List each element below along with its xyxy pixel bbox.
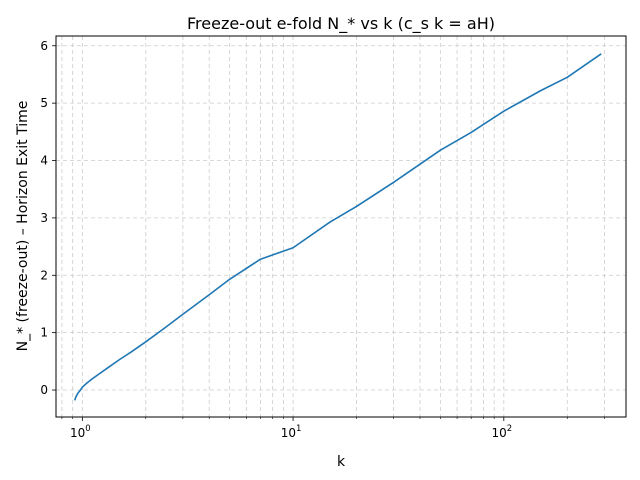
series-line	[73, 53, 602, 401]
y-tick-label: 2	[40, 268, 48, 282]
x-tick-label: 101	[281, 424, 302, 440]
grid-lines	[56, 36, 626, 417]
x-tick-label-exponent: 1	[296, 424, 301, 434]
y-tick-label: 6	[40, 39, 48, 53]
x-tick-label-base: 10	[281, 426, 296, 440]
y-tick-label: 5	[40, 96, 48, 110]
y-tick-label: 4	[40, 154, 48, 168]
x-tick-label: 100	[70, 424, 91, 440]
y-axis-title: N_* (freeze-out) – Horizon Exit Time	[15, 101, 31, 352]
y-tick-label: 1	[40, 326, 48, 340]
series-layer	[73, 53, 602, 401]
x-tick-label-base: 10	[70, 426, 85, 440]
x-tick-label: 102	[491, 424, 512, 440]
x-tick-label-base: 10	[491, 426, 506, 440]
x-tick-label-exponent: 2	[507, 424, 512, 434]
y-tick-label: 3	[40, 211, 48, 225]
x-tick-label-exponent: 0	[85, 424, 90, 434]
plot-frame	[55, 35, 627, 418]
y-tick-label: 0	[40, 383, 48, 397]
x-axis-title: k	[337, 454, 346, 470]
chart-title: Freeze-out e-fold N_* vs k (c_s k = aH)	[187, 14, 495, 34]
